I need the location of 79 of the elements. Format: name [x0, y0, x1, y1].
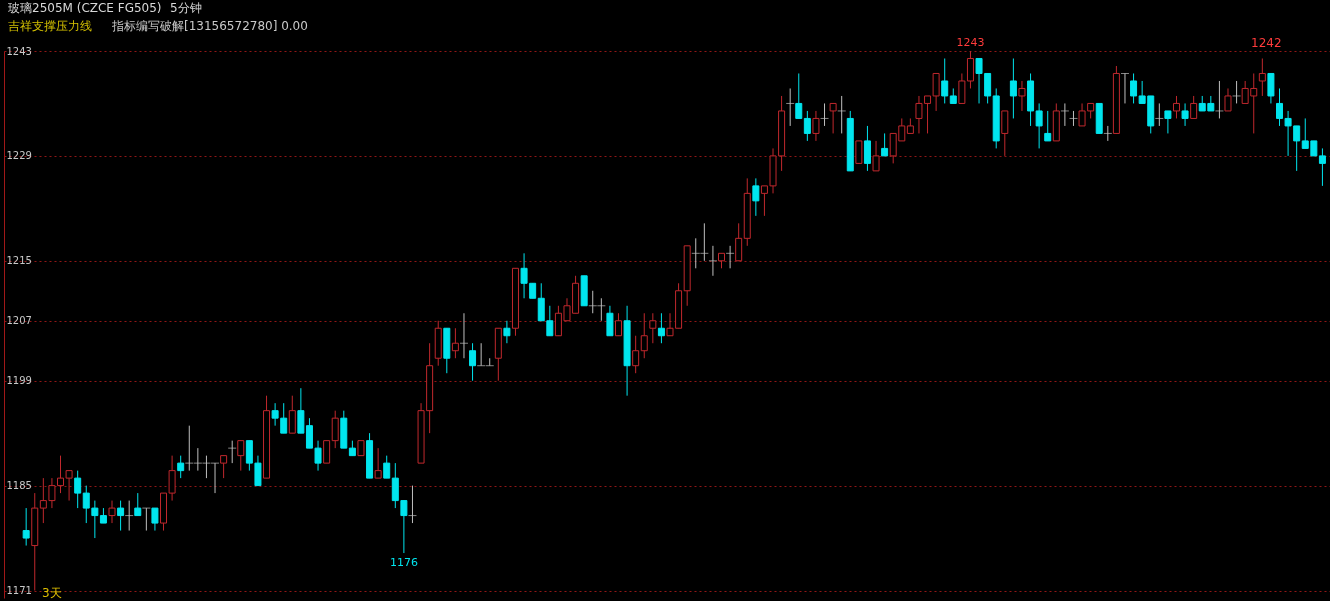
candlestick	[1130, 72, 1138, 104]
y-tick-label: 1229	[6, 150, 32, 162]
candlestick	[1181, 102, 1189, 127]
annotation: 1176	[389, 556, 418, 570]
annotation: 1243	[956, 36, 985, 49]
candlestick	[22, 507, 30, 547]
chart-title: 玻璃2505M (CZCE FG505)	[8, 1, 162, 15]
candlestick	[1164, 110, 1172, 134]
candlestick	[1060, 102, 1069, 127]
candlestick	[288, 395, 296, 434]
candlestick	[228, 440, 237, 464]
candlestick	[640, 312, 648, 359]
candlestick	[812, 110, 820, 142]
candlestick	[1018, 80, 1026, 112]
candlestick	[829, 102, 837, 134]
text: 1242	[1251, 36, 1282, 50]
y-tick-label: 1171	[6, 585, 32, 597]
candlestick	[1069, 110, 1078, 127]
candlestick	[408, 485, 417, 524]
y-tick-label: 1215	[6, 255, 32, 267]
candlestick	[941, 57, 949, 104]
candlestick	[615, 312, 622, 337]
candlestick	[1258, 57, 1266, 97]
candlestick	[151, 507, 159, 532]
candlestick	[177, 455, 185, 479]
candlestick	[803, 110, 811, 142]
y-tick-label: 1243	[6, 45, 32, 57]
candlestick	[503, 320, 511, 344]
candlestick	[855, 140, 863, 164]
candlestick	[708, 245, 717, 277]
candlestick	[125, 500, 134, 532]
candlestick	[331, 410, 339, 449]
candlestick	[74, 470, 82, 509]
candlestick	[786, 87, 795, 127]
candlestick	[237, 440, 245, 472]
candlestick	[820, 102, 829, 127]
y-tick-label: 1185	[6, 480, 32, 492]
candlestick	[632, 335, 640, 374]
candlestick	[1267, 72, 1275, 104]
candlestick	[383, 455, 391, 479]
candlestick	[1155, 102, 1164, 127]
candlestick	[795, 72, 803, 119]
annotation: 3天	[42, 586, 62, 600]
candlestick	[837, 95, 846, 134]
candlestick	[1172, 95, 1180, 119]
candlestick	[1044, 110, 1052, 142]
candlestick	[649, 312, 657, 344]
candlestick	[374, 447, 382, 479]
text: 指标编写破解[13156572780] 0.00	[111, 19, 308, 33]
candlestick	[1120, 72, 1129, 104]
candlestick	[606, 305, 614, 337]
candlestick	[1224, 87, 1232, 112]
candlestick	[657, 312, 665, 344]
candlestick	[863, 125, 871, 172]
candlestick	[1318, 147, 1326, 187]
candlestick	[117, 500, 125, 532]
candlestick	[323, 440, 331, 464]
candlestick	[1001, 110, 1009, 157]
candlestick	[1103, 125, 1112, 142]
candlestick	[469, 342, 477, 382]
candlestick	[1190, 95, 1198, 119]
y-tick-label: 1199	[6, 375, 32, 387]
candlestick	[220, 455, 228, 479]
candlestick	[1232, 80, 1241, 104]
candlestick	[108, 500, 116, 524]
candlestick	[142, 507, 151, 532]
chart-subtitle: 5分钟	[170, 1, 202, 15]
text: 吉祥支撑压力线	[8, 19, 92, 33]
candlestick	[881, 132, 889, 157]
candlestick	[752, 177, 760, 217]
candlestick	[1009, 57, 1017, 119]
candlestick	[872, 140, 880, 172]
candlestick	[459, 312, 468, 359]
candlestick	[134, 492, 142, 517]
y-tick-label: 1207	[6, 315, 32, 327]
candlestick	[1215, 80, 1224, 119]
candlestick	[451, 327, 459, 359]
candlestick	[726, 245, 735, 269]
candlestick	[735, 222, 743, 262]
